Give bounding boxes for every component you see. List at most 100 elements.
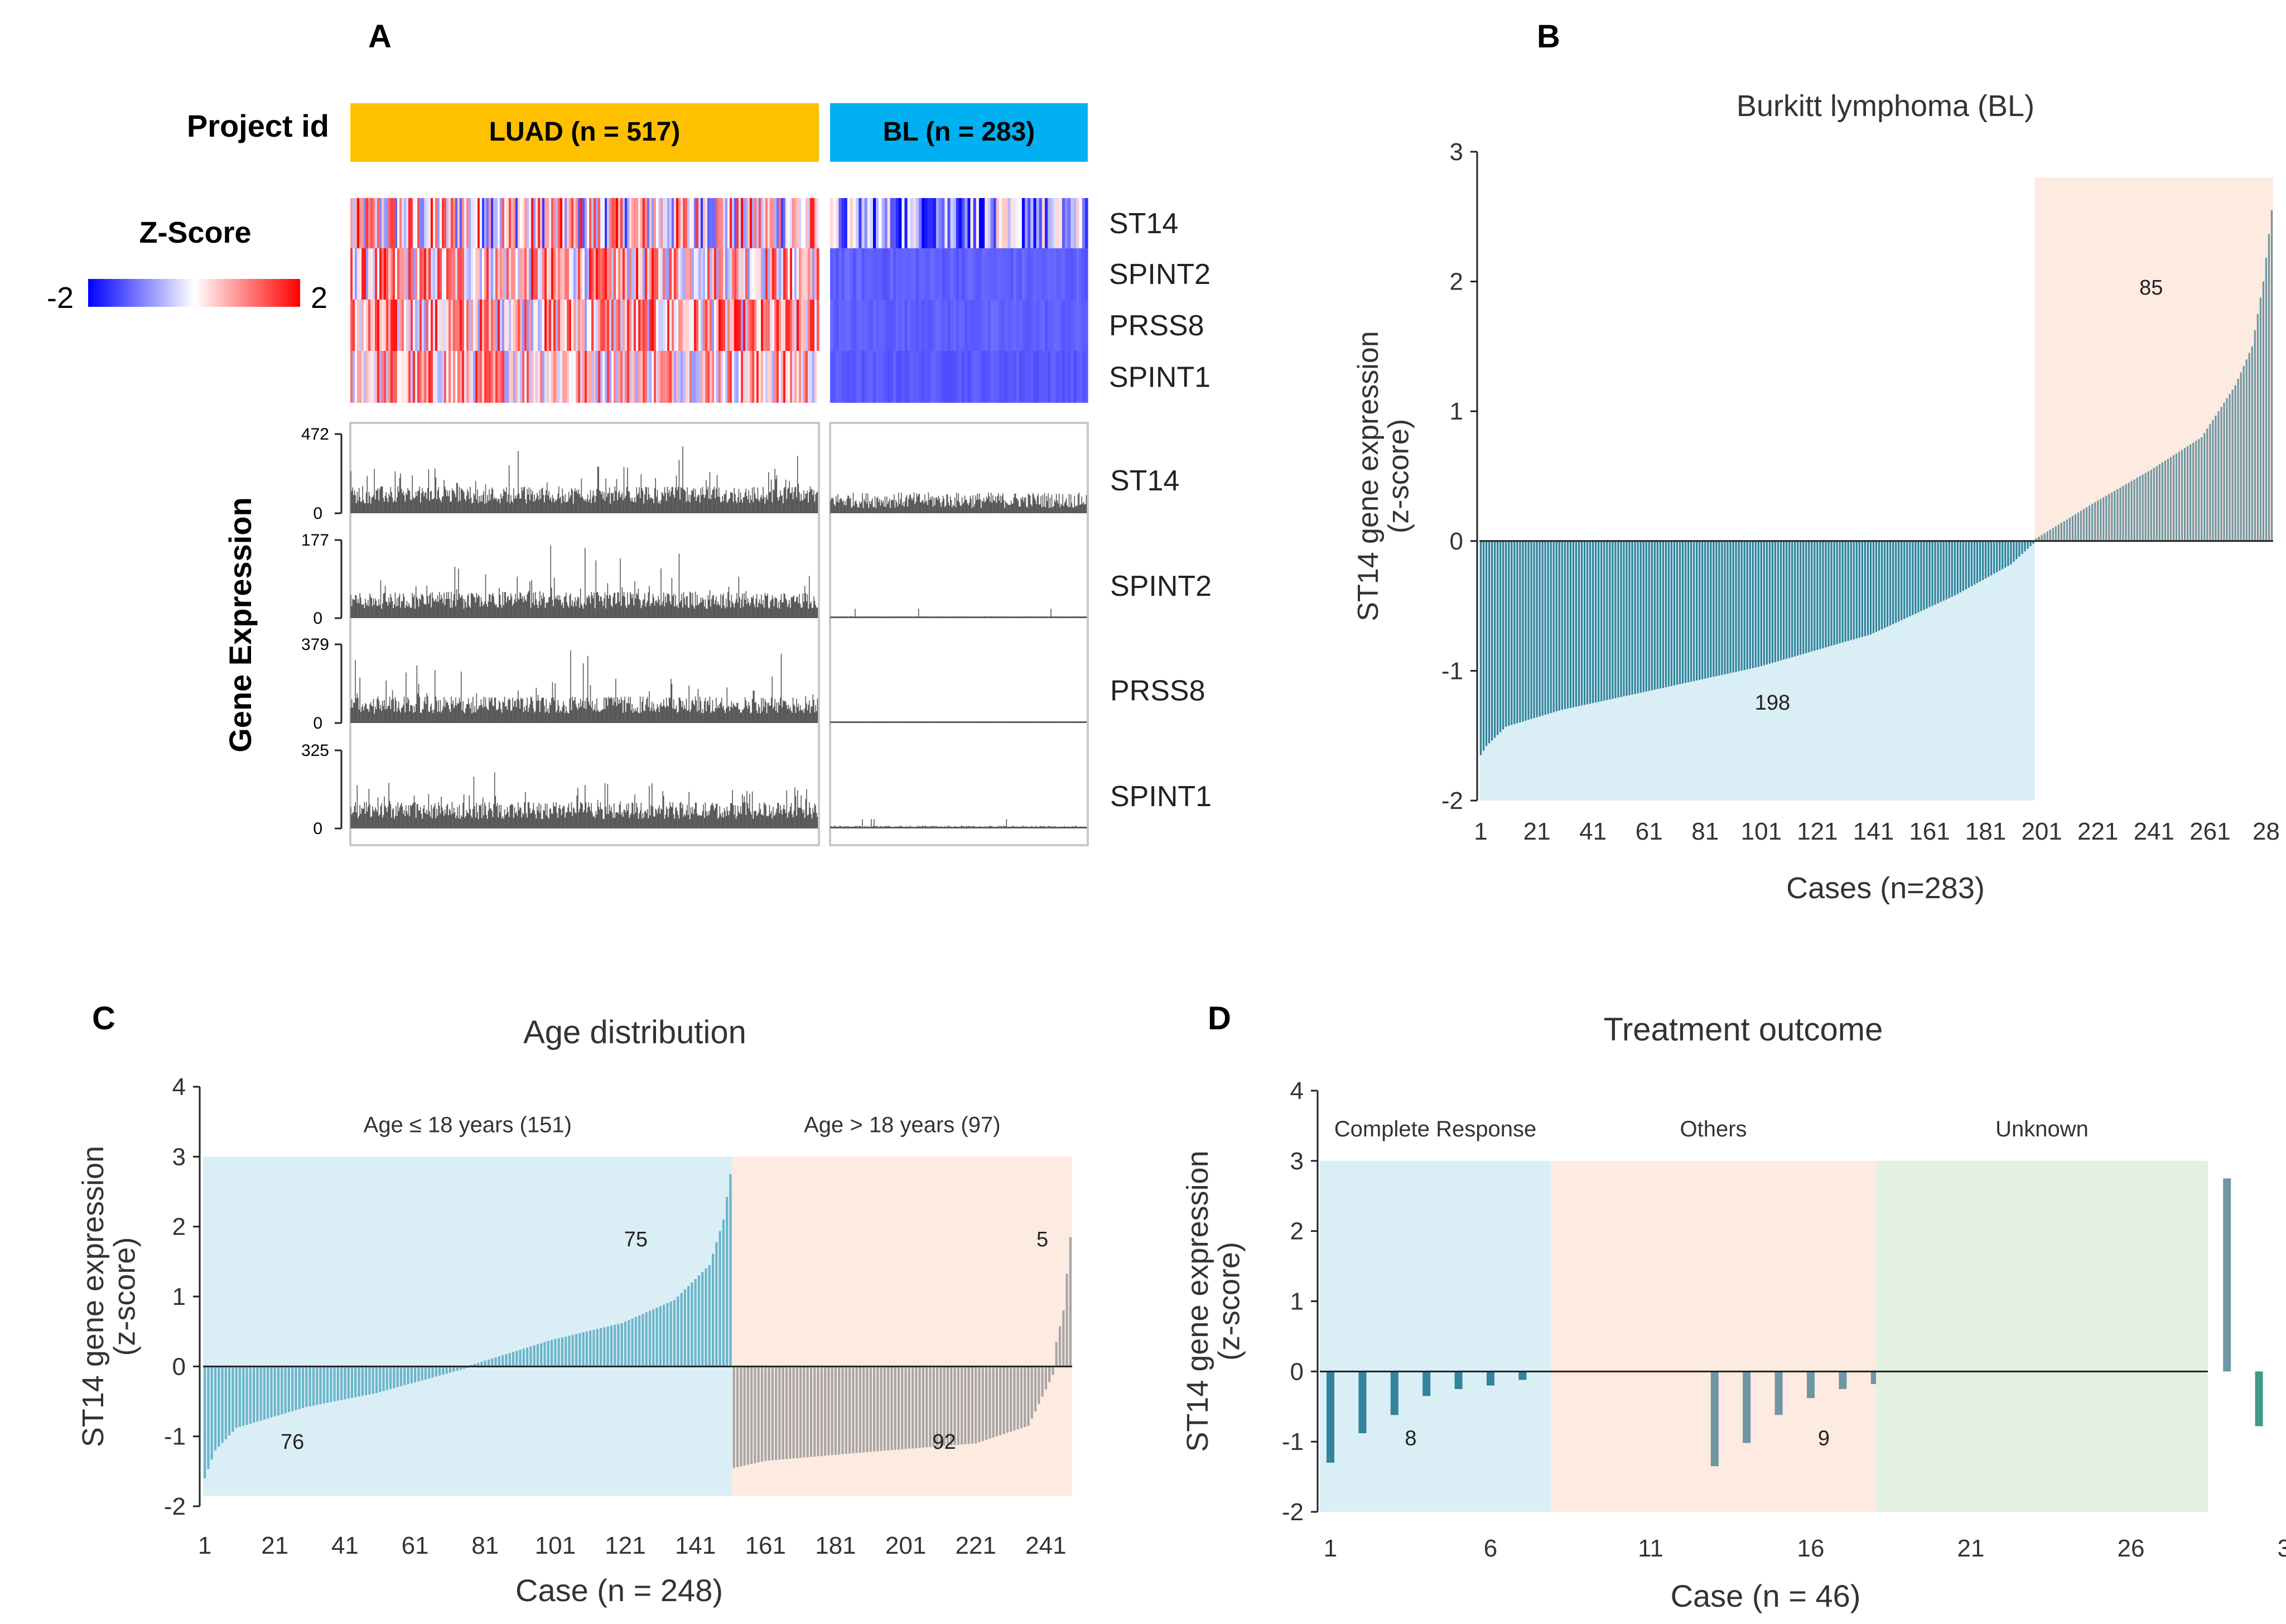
- heatmap-cell: [944, 198, 948, 248]
- heatmap-cell: [504, 248, 507, 300]
- heatmap-cell: [437, 248, 440, 300]
- bar: [701, 1272, 704, 1367]
- heatmap-cell: [681, 351, 683, 403]
- y-tick-label: 2: [172, 1213, 186, 1241]
- bar: [757, 1366, 760, 1463]
- heatmap-cell: [973, 351, 977, 403]
- heatmap-cell: [970, 351, 974, 403]
- heatmap-cell: [1050, 351, 1054, 403]
- heatmap-cell: [1025, 351, 1028, 403]
- heatmap-cell: [629, 351, 632, 403]
- heatmap-cell: [856, 198, 859, 248]
- bar: [596, 1329, 599, 1367]
- bar: [750, 1366, 753, 1464]
- bar: [1569, 541, 1572, 708]
- bar: [624, 1321, 627, 1367]
- bar: [350, 1366, 354, 1398]
- heatmap-cell: [589, 198, 592, 248]
- heatmap-cell: [560, 198, 563, 248]
- track-max-label: 379: [301, 635, 329, 654]
- heatmap-cell: [1016, 300, 1020, 351]
- heatmap-cell: [801, 198, 804, 248]
- bar: [561, 1337, 564, 1367]
- heatmap-cell: [442, 300, 445, 351]
- heatmap-cell: [830, 248, 833, 300]
- bar: [901, 1366, 904, 1449]
- x-tick-label: 201: [885, 1532, 926, 1559]
- heatmap-cell: [364, 198, 366, 248]
- heatmap-cell: [627, 351, 630, 403]
- heatmap-cell: [607, 198, 610, 248]
- heatmap-cell: [460, 248, 462, 300]
- heatmap-cell: [453, 351, 456, 403]
- bar: [1926, 541, 1928, 609]
- heatmap-cell: [947, 300, 951, 351]
- heatmap-cell: [669, 300, 672, 351]
- heatmap-cell: [350, 198, 353, 248]
- heatmap-cell: [495, 248, 498, 300]
- heatmap-cell: [1005, 198, 1008, 248]
- heatmap-cell: [810, 198, 813, 248]
- heatmap-cell: [718, 198, 721, 248]
- heatmap-cell: [1039, 198, 1043, 248]
- bar: [1502, 541, 1504, 730]
- heatmap-cell: [486, 248, 489, 300]
- heatmap-cell: [1013, 248, 1017, 300]
- heatmap-cell: [511, 248, 514, 300]
- heatmap-cell: [1048, 351, 1051, 403]
- heatmap-cell: [1068, 198, 1071, 248]
- heatmap-cell: [922, 300, 925, 351]
- heatmap-cell: [370, 248, 373, 300]
- bar: [2201, 437, 2203, 541]
- heatmap-cell: [683, 351, 686, 403]
- bar: [697, 1275, 701, 1367]
- heatmap-cell: [844, 300, 848, 351]
- heatmap-cell: [942, 248, 945, 300]
- heatmap-cell: [1073, 248, 1077, 300]
- heatmap-cell: [422, 351, 425, 403]
- heatmap-cell: [1062, 300, 1065, 351]
- heatmap-cell: [478, 198, 480, 248]
- y-axis-label-line1: ST14 gene expression: [1352, 331, 1385, 621]
- heatmap-cell: [1016, 198, 1020, 248]
- heatmap-cell: [475, 351, 478, 403]
- heatmap-cell: [513, 351, 516, 403]
- y-axis-label-line2: (z-score): [1213, 1242, 1246, 1361]
- bar: [1552, 541, 1555, 712]
- heatmap-cell: [607, 300, 610, 351]
- heatmap-cell: [759, 351, 761, 403]
- heatmap-cell: [600, 300, 603, 351]
- bar: [424, 1366, 427, 1380]
- heatmap-cell: [431, 248, 433, 300]
- heatmap-cell: [571, 248, 574, 300]
- heatmap-cell: [419, 351, 422, 403]
- group-count-label: 92: [933, 1430, 956, 1454]
- heatmap-cell: [721, 248, 724, 300]
- heatmap-cell: [1050, 300, 1054, 351]
- heatmap-cell: [873, 198, 876, 248]
- heatmap-cell: [692, 300, 695, 351]
- heatmap-cell: [658, 198, 661, 248]
- heatmap-cell: [596, 198, 599, 248]
- heatmap-cell: [444, 248, 447, 300]
- heatmap-cell: [600, 248, 603, 300]
- bar: [2114, 490, 2116, 541]
- bar: [1940, 541, 1942, 603]
- heatmap-cell: [712, 198, 715, 248]
- bar: [1954, 541, 1956, 596]
- heatmap-cell: [533, 248, 536, 300]
- bar: [659, 1306, 662, 1367]
- heatmap-cell: [544, 351, 547, 403]
- bar: [1746, 541, 1748, 669]
- heatmap-cell: [1059, 351, 1063, 403]
- bar: [1422, 1371, 1431, 1396]
- heatmap-cell: [959, 300, 962, 351]
- heatmap-cell: [956, 300, 959, 351]
- heatmap-cell: [1013, 198, 1017, 248]
- bar: [1519, 541, 1521, 722]
- y-tick-label: 4: [172, 1073, 186, 1101]
- heatmap-cell: [417, 248, 420, 300]
- heatmap-cell: [730, 300, 732, 351]
- heatmap-cell: [553, 248, 556, 300]
